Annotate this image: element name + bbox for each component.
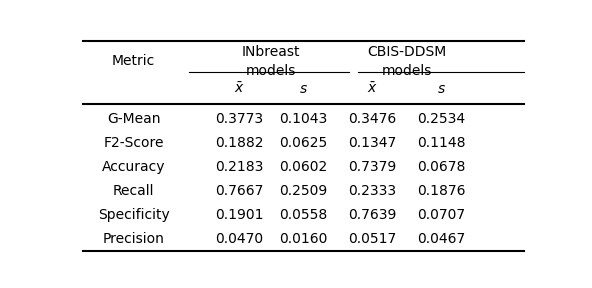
Text: $\bar{x}$: $\bar{x}$: [367, 82, 378, 96]
Text: CBIS-DDSM: CBIS-DDSM: [367, 45, 446, 59]
Text: 0.0625: 0.0625: [279, 136, 327, 150]
Text: 0.0517: 0.0517: [348, 232, 397, 246]
Text: 0.7379: 0.7379: [348, 160, 397, 174]
Text: models: models: [381, 64, 432, 78]
Text: 0.0470: 0.0470: [215, 232, 263, 246]
Text: 0.1347: 0.1347: [348, 136, 397, 150]
Text: 0.2183: 0.2183: [215, 160, 263, 174]
Text: $s$: $s$: [299, 82, 308, 96]
Text: Specificity: Specificity: [98, 208, 169, 221]
Text: models: models: [246, 64, 297, 78]
Text: 0.1043: 0.1043: [279, 112, 327, 126]
Text: Precision: Precision: [102, 232, 165, 246]
Text: Metric: Metric: [112, 54, 155, 68]
Text: 0.2333: 0.2333: [348, 184, 396, 198]
Text: Recall: Recall: [113, 184, 155, 198]
Text: 0.3476: 0.3476: [348, 112, 397, 126]
Text: 0.2509: 0.2509: [279, 184, 327, 198]
Text: 0.0558: 0.0558: [279, 208, 327, 221]
Text: 0.0602: 0.0602: [279, 160, 327, 174]
Text: INbreast: INbreast: [242, 45, 301, 59]
Text: 0.1876: 0.1876: [417, 184, 465, 198]
Text: 0.0160: 0.0160: [279, 232, 327, 246]
Text: 0.1882: 0.1882: [215, 136, 263, 150]
Text: 0.7667: 0.7667: [215, 184, 263, 198]
Text: 0.0467: 0.0467: [417, 232, 465, 246]
Text: 0.2534: 0.2534: [417, 112, 465, 126]
Text: 0.3773: 0.3773: [215, 112, 263, 126]
Text: F2-Score: F2-Score: [104, 136, 164, 150]
Text: 0.7639: 0.7639: [348, 208, 397, 221]
Text: 0.1148: 0.1148: [417, 136, 465, 150]
Text: 0.0707: 0.0707: [417, 208, 465, 221]
Text: $\bar{x}$: $\bar{x}$: [234, 82, 244, 96]
Text: G-Mean: G-Mean: [107, 112, 160, 126]
Text: $s$: $s$: [436, 82, 446, 96]
Text: 0.1901: 0.1901: [215, 208, 263, 221]
Text: Accuracy: Accuracy: [102, 160, 165, 174]
Text: 0.0678: 0.0678: [417, 160, 465, 174]
